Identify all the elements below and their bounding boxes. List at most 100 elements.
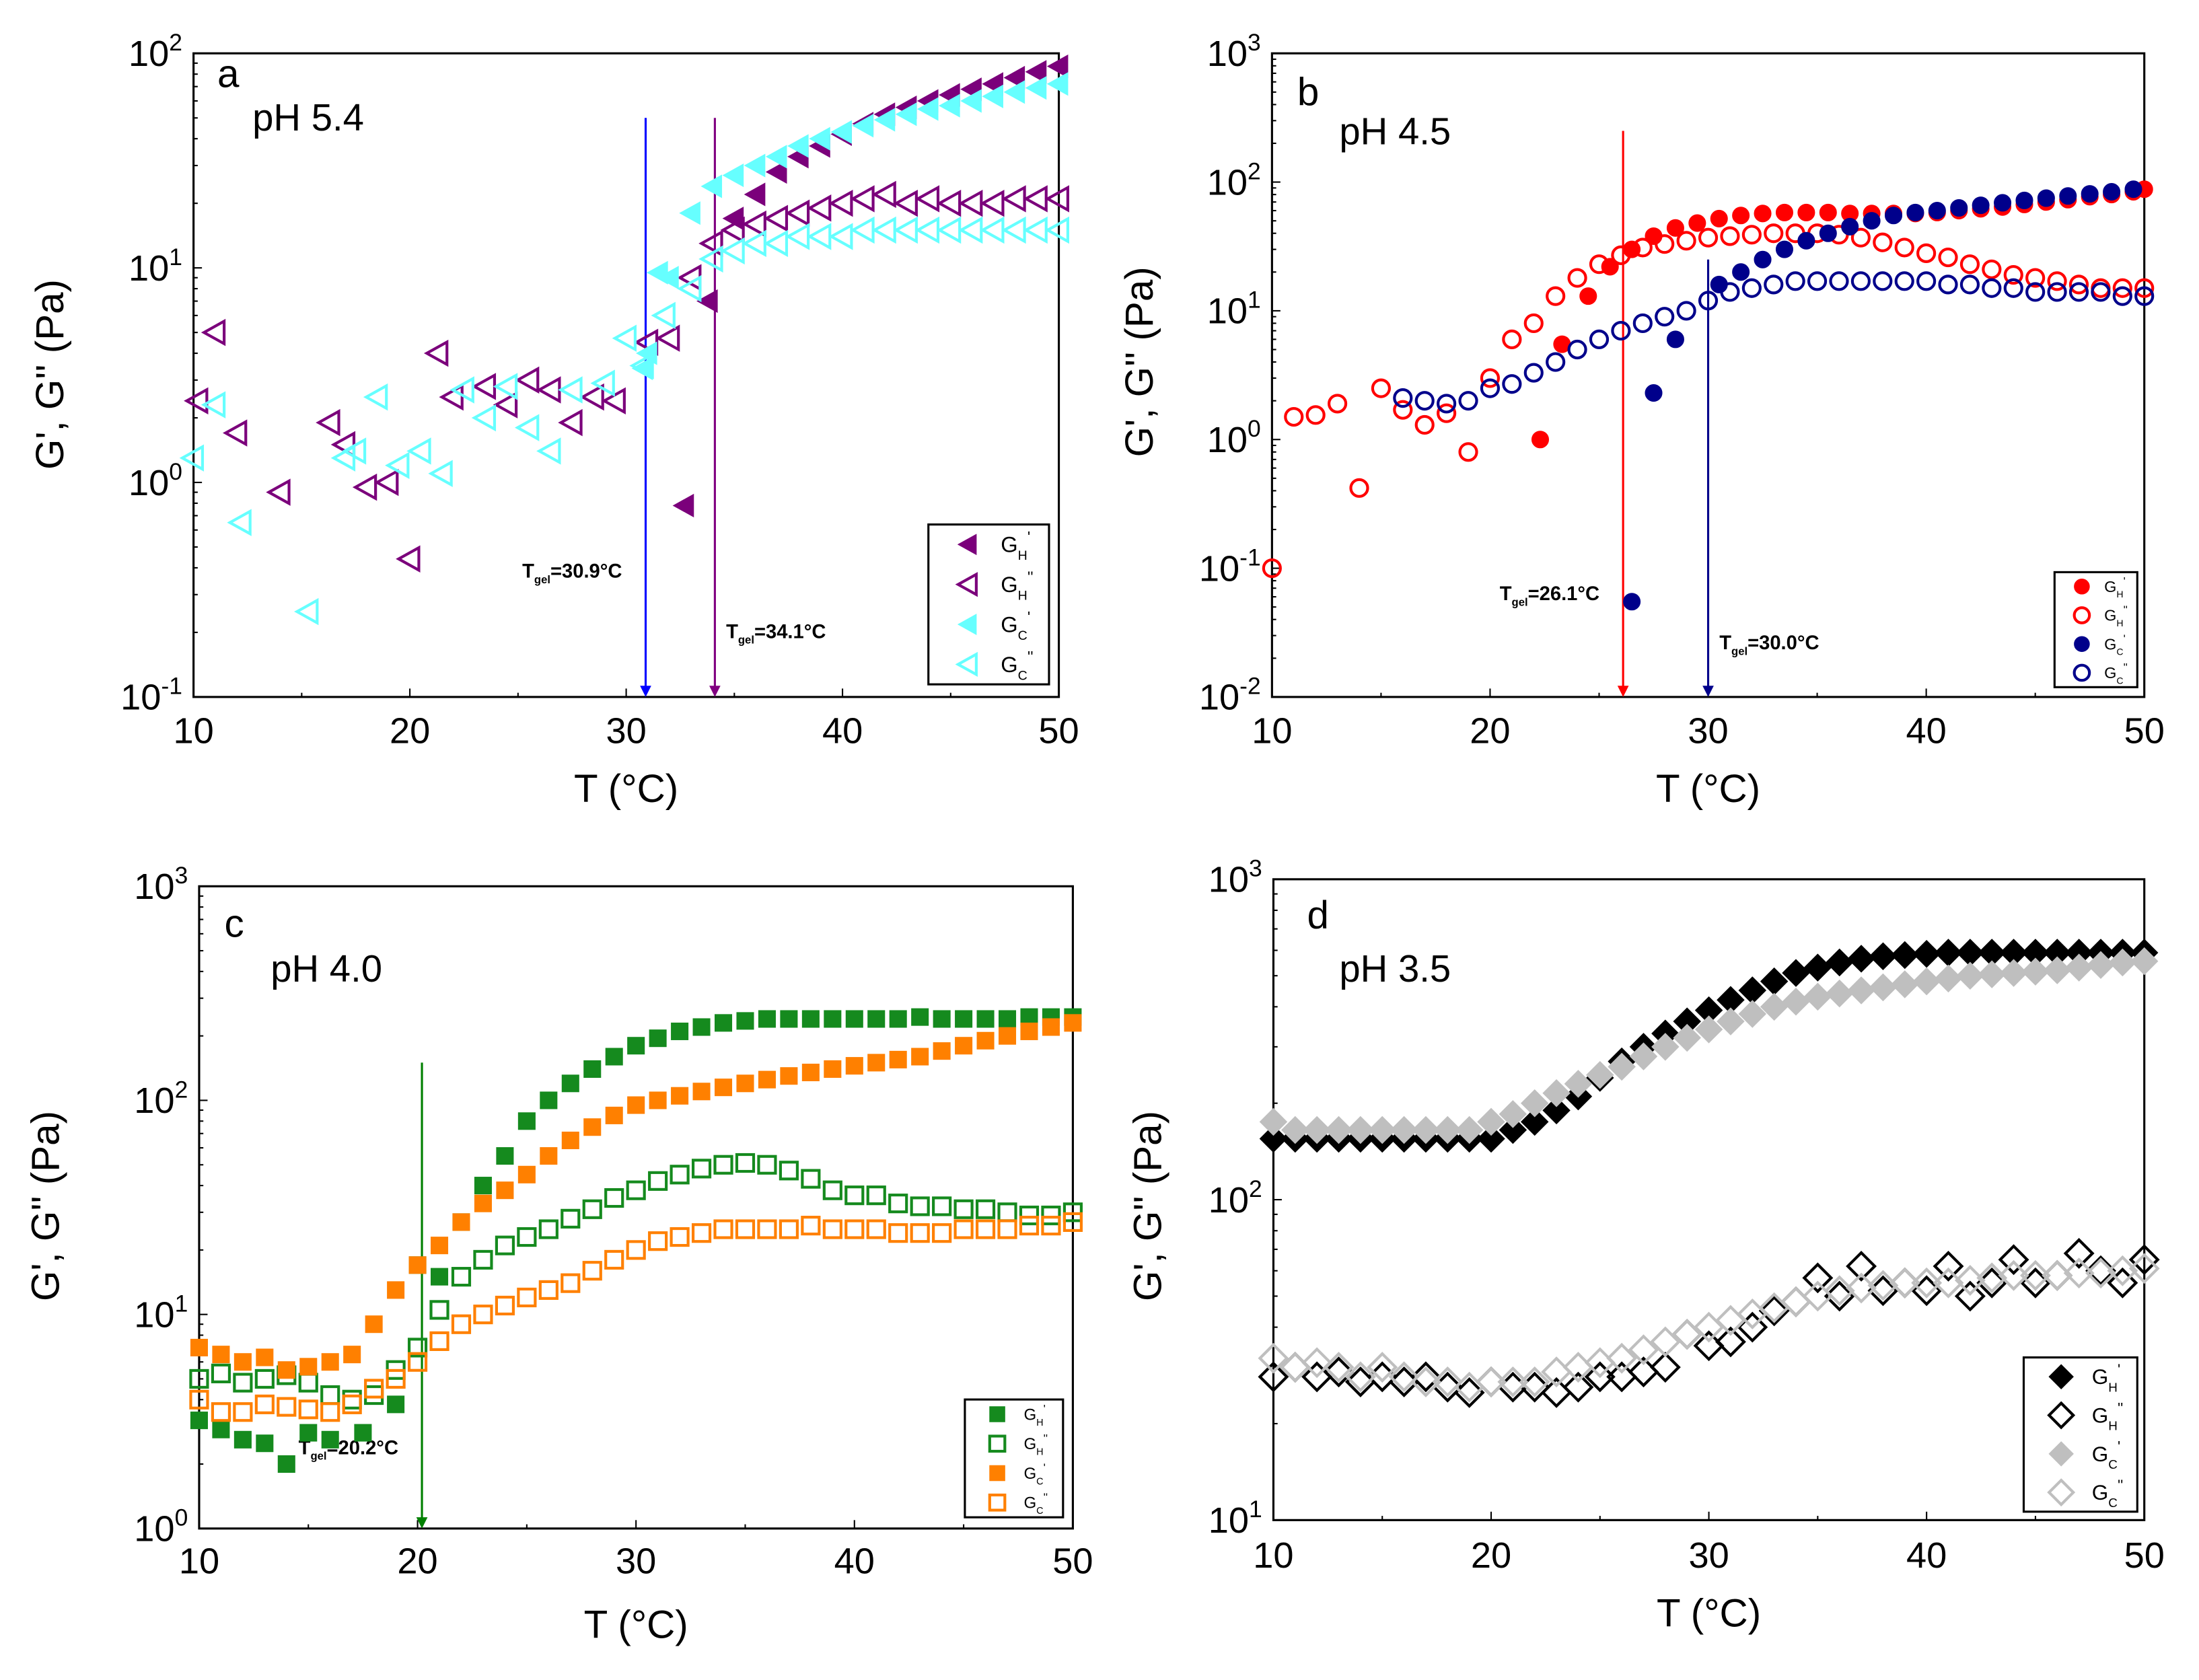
legend-G: G [2092, 1480, 2109, 1504]
legend-marker [2047, 1478, 2076, 1507]
data-point [889, 1050, 907, 1068]
data-point [1869, 942, 1898, 971]
y-tick-exponent: 2 [1249, 1175, 1262, 1202]
data-point [211, 1363, 231, 1383]
y-tick-label: 101 [1209, 1496, 1262, 1541]
data-point [828, 223, 853, 250]
data-point [1673, 1023, 1701, 1052]
data-point [1019, 1216, 1040, 1236]
data-point [1349, 478, 1369, 498]
data-point [736, 1012, 754, 1030]
data-point [1629, 1042, 1658, 1070]
y-tick-exponent: 0 [169, 458, 182, 485]
data-point [2015, 191, 2033, 209]
data-point [1589, 329, 1610, 349]
data-point [692, 1083, 711, 1101]
legend-sup: '' [2124, 662, 2128, 674]
data-point [1850, 227, 1871, 248]
x-tick-label: 10 [1252, 711, 1292, 752]
data-point [1649, 1352, 1681, 1383]
data-point [1764, 275, 1784, 295]
data-point [828, 189, 853, 217]
data-point [1284, 406, 1304, 427]
data-point [605, 1106, 623, 1124]
data-point [765, 160, 787, 184]
data-point [671, 1087, 689, 1105]
data-point [1933, 1251, 1964, 1282]
data-point [2068, 282, 2089, 302]
legend-G: G [1023, 1435, 1036, 1453]
data-point [439, 383, 464, 411]
y-tick-exponent: -1 [1239, 544, 1261, 571]
data-point [2124, 180, 2142, 198]
legend: GH'GH''GC'GC'' [964, 1398, 1065, 1519]
data-point [670, 1227, 690, 1247]
data-point [700, 174, 723, 198]
data-point [561, 1208, 581, 1229]
data-point [561, 1074, 579, 1093]
data-point [1732, 207, 1750, 225]
x-axis-label: T (°C) [1656, 767, 1760, 811]
data-point [364, 1379, 384, 1399]
data-point [190, 1412, 208, 1430]
data-point [1847, 945, 1875, 973]
data-point [1437, 394, 1457, 414]
data-point [691, 1159, 712, 1179]
data-point [649, 1029, 667, 1048]
legend-box [927, 523, 1050, 686]
data-point [735, 1153, 756, 1173]
data-point [1562, 1371, 1594, 1403]
data-point [2134, 286, 2155, 306]
data-point [1841, 217, 1859, 235]
data-point [473, 1305, 493, 1325]
tgel-value: =30.9°C [550, 561, 622, 583]
data-point [657, 266, 679, 290]
data-point [1410, 1366, 1441, 1397]
data-point [2021, 957, 2050, 986]
data-point [2108, 948, 2137, 977]
data-point [671, 1022, 689, 1040]
data-point [190, 1338, 208, 1356]
legend-sub: C [2108, 1496, 2118, 1510]
data-point [1978, 960, 2006, 988]
legend-sup: ' [2124, 575, 2126, 587]
data-point [2063, 1237, 2095, 1269]
data-point [316, 408, 340, 437]
data-point [867, 1054, 886, 1072]
legend-label: GH' [2092, 1361, 2120, 1395]
data-point [320, 1385, 340, 1405]
x-tick-label: 40 [834, 1541, 875, 1582]
data-point [1003, 80, 1025, 104]
data-point [474, 1194, 492, 1212]
data-point [1655, 307, 1675, 327]
legend-sup: ' [2124, 633, 2126, 645]
y-tick-base: 10 [1199, 548, 1239, 589]
data-point [1632, 238, 1653, 258]
legend-sub: H [1018, 548, 1028, 563]
tgel-arrow-icon [1617, 686, 1629, 697]
data-point [407, 1352, 428, 1372]
y-tick-label: 103 [1207, 29, 1261, 74]
data-point [845, 1010, 863, 1028]
data-point [1259, 1107, 1288, 1136]
data-point [1453, 1377, 1485, 1408]
data-point [936, 189, 962, 217]
data-point [1688, 214, 1706, 232]
legend: GH'GH''GC'GC'' [2053, 571, 2138, 688]
data-point [428, 460, 453, 488]
data-point [1520, 1107, 1549, 1136]
data-point [387, 1281, 405, 1299]
data-point [341, 437, 367, 465]
data-point [2087, 951, 2115, 980]
data-point [1531, 431, 1550, 449]
data-point [1754, 250, 1772, 268]
data-point [757, 1155, 777, 1175]
y-tick-label: 101 [134, 1290, 188, 1335]
data-point [1938, 247, 1958, 268]
data-point [1916, 243, 1937, 263]
y-tick-base: 10 [129, 34, 169, 74]
data-point [1546, 286, 1566, 306]
